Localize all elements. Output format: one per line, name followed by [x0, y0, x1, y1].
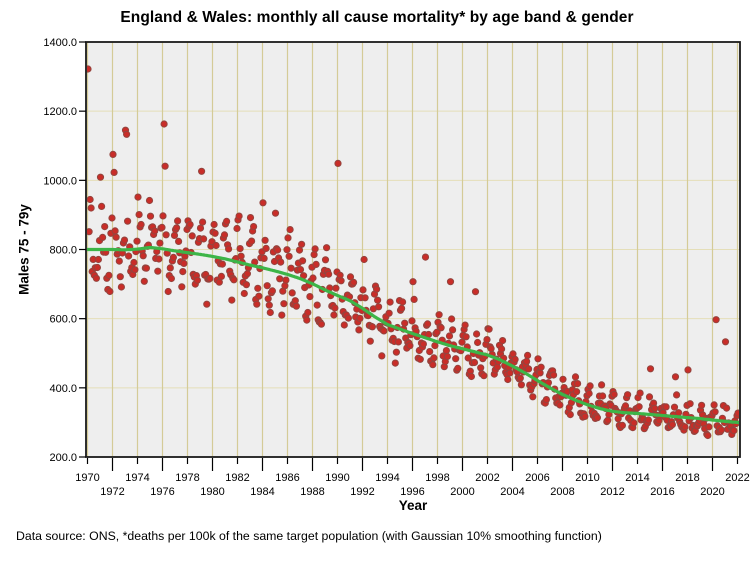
x-tick-label-row2: 2008 [550, 486, 574, 498]
x-tick-label-row2: 1996 [400, 486, 424, 498]
x-tick-label-row1: 1994 [375, 472, 399, 484]
x-tick-label-row1: 2022 [725, 472, 749, 484]
trend-line [87, 245, 739, 425]
x-tick-label-row1: 2018 [675, 472, 699, 484]
x-axis-ticks-and-labels: 1970 1974 1978 1982 1986 1990 1994 1998 2002 2006… [75, 458, 750, 498]
plot-area: 1400.01200.01000.0800.0600.0400.0200.019… [43, 37, 750, 498]
x-axis-title: Year [398, 498, 428, 513]
chart-title: England & Wales: monthly all cause morta… [120, 9, 634, 26]
x-tick-label-row2: 2016 [650, 486, 674, 498]
data-source-note: Data source: ONS, *deaths per 100k of th… [16, 529, 602, 543]
x-tick-label-row2: 2000 [450, 486, 474, 498]
x-tick-label-row1: 1978 [175, 472, 199, 484]
x-tick-label-row2: 1972 [100, 486, 124, 498]
y-tick-label: 1000.0 [43, 175, 77, 187]
y-tick-label: 800.0 [49, 245, 77, 257]
y-tick-label: 600.0 [49, 314, 77, 326]
y-axis-ticks-and-labels: 1400.0 1200.0 1000.0 800.0 600.0 400.0 200.0 [43, 37, 86, 464]
x-tick-label-row1: 1982 [225, 472, 249, 484]
x-tick-label-row2: 2020 [700, 486, 724, 498]
x-tick-label-row2: 1992 [350, 486, 374, 498]
x-tick-label-row1: 1990 [325, 472, 349, 484]
x-tick-label-row1: 2010 [575, 472, 599, 484]
x-tick-label-row1: 1986 [275, 472, 299, 484]
x-tick-label-row1: 1998 [425, 472, 449, 484]
y-tick-label: 1200.0 [43, 106, 77, 118]
x-tick-label-row2: 1984 [250, 486, 274, 498]
x-tick-label-row2: 1976 [150, 486, 174, 498]
x-tick-label-row1: 1974 [125, 472, 149, 484]
y-tick-label: 200.0 [49, 452, 77, 464]
x-tick-label-row1: 1970 [75, 472, 99, 484]
x-tick-label-row1: 2006 [525, 472, 549, 484]
x-tick-label-row2: 2004 [500, 486, 524, 498]
x-tick-label-row2: 1980 [200, 486, 224, 498]
x-tick-label-row1: 2002 [475, 472, 499, 484]
x-tick-label-row2: 1988 [300, 486, 324, 498]
y-tick-label: 1400.0 [43, 37, 77, 49]
y-tick-label: 400.0 [49, 383, 77, 395]
x-tick-label-row2: 2012 [600, 486, 624, 498]
x-tick-label-row1: 2014 [625, 472, 649, 484]
